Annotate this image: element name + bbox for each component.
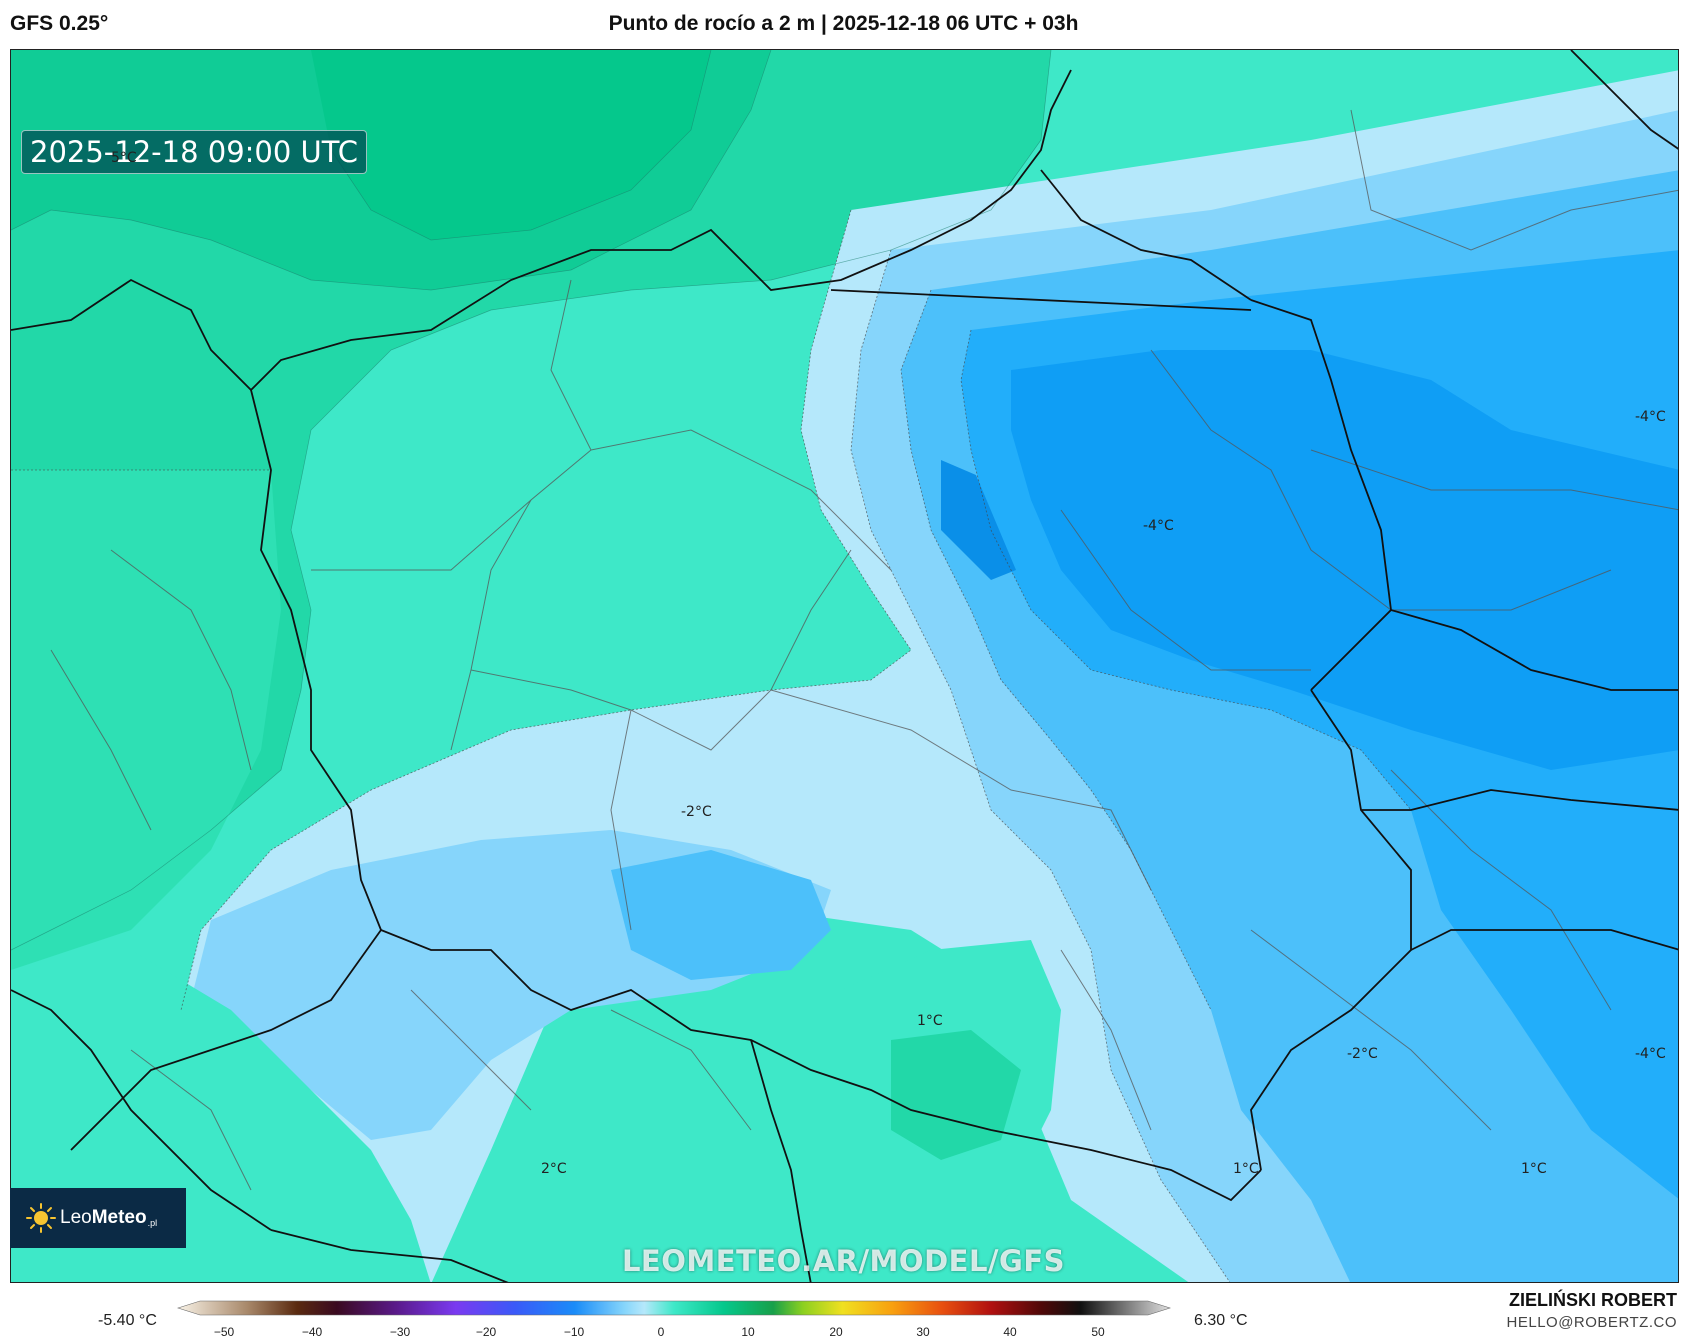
colorbar-tick: −40 bbox=[301, 1325, 323, 1339]
leometeo-logo: Leo Meteo .pl bbox=[10, 1188, 186, 1248]
field-minus-4 bbox=[1011, 350, 1678, 770]
colorbar-tick: 50 bbox=[1091, 1325, 1105, 1339]
dewpoint-map: 2025-12-18 09:00 UTC 5°C -4°C -4°C -2°C … bbox=[10, 49, 1679, 1283]
colorbar-tick: −50 bbox=[213, 1325, 235, 1339]
colorbar-min-label: -5.40 °C bbox=[98, 1312, 157, 1329]
coast-borders bbox=[11, 50, 1678, 1282]
contour-label: 1°C bbox=[917, 1013, 943, 1029]
author-email: HELLO@ROBERTZ.CO bbox=[1506, 1314, 1677, 1331]
contour-lines-warm bbox=[11, 50, 1052, 951]
colorbar-tick: 10 bbox=[741, 1325, 755, 1339]
map-title: Punto de rocío a 2 m | 2025-12-18 06 UTC… bbox=[608, 12, 1079, 35]
model-name: GFS 0.25° bbox=[10, 12, 109, 35]
contour-label: 2°C bbox=[541, 1161, 567, 1177]
field-west bbox=[11, 470, 281, 970]
colorbar-gradient bbox=[177, 1300, 1171, 1316]
contour-label: -4°C bbox=[1143, 518, 1174, 534]
colorbar-tick: 0 bbox=[657, 1325, 665, 1339]
logo-text-suffix: .pl bbox=[147, 1218, 158, 1228]
valid-time-label: 2025-12-18 09:00 UTC bbox=[21, 130, 368, 174]
contour-label: -4°C bbox=[1635, 1046, 1666, 1062]
colorbar-tick: −20 bbox=[475, 1325, 497, 1339]
field-core bbox=[311, 50, 711, 240]
contour-label: 1°C bbox=[1521, 1161, 1547, 1177]
colorbar-tick: 40 bbox=[1003, 1325, 1017, 1339]
contour-label: -2°C bbox=[1347, 1046, 1378, 1062]
author-name: ZIELIŃSKI ROBERT bbox=[1508, 1290, 1677, 1310]
admin-borders bbox=[50, 109, 1678, 1191]
watermark: LEOMETEO.AR/MODEL/GFS bbox=[621, 1244, 1066, 1278]
colorbar-tick: 30 bbox=[916, 1325, 930, 1339]
contour-label: 1°C bbox=[1233, 1161, 1259, 1177]
colorbar-tick: 20 bbox=[829, 1325, 843, 1339]
contour-label: 5°C bbox=[111, 150, 137, 166]
logo-text-bold: Meteo bbox=[91, 1207, 147, 1228]
logo-text-prefix: Leo bbox=[60, 1207, 92, 1228]
colorbar-max-label: 6.30 °C bbox=[1194, 1312, 1248, 1329]
colorbar-tick: −10 bbox=[563, 1325, 585, 1339]
field-minus-5 bbox=[941, 460, 1016, 580]
map-fields bbox=[11, 50, 1678, 1282]
contour-label: -4°C bbox=[1635, 409, 1666, 425]
contour-label: -2°C bbox=[681, 804, 712, 820]
colorbar-tick: −30 bbox=[389, 1325, 411, 1339]
contour-lines bbox=[11, 209, 1412, 1282]
field-south-warmer bbox=[891, 1030, 1021, 1160]
sun-icon bbox=[26, 1203, 56, 1233]
field-minus-2-south bbox=[611, 850, 831, 980]
colorbar bbox=[177, 1300, 1171, 1316]
